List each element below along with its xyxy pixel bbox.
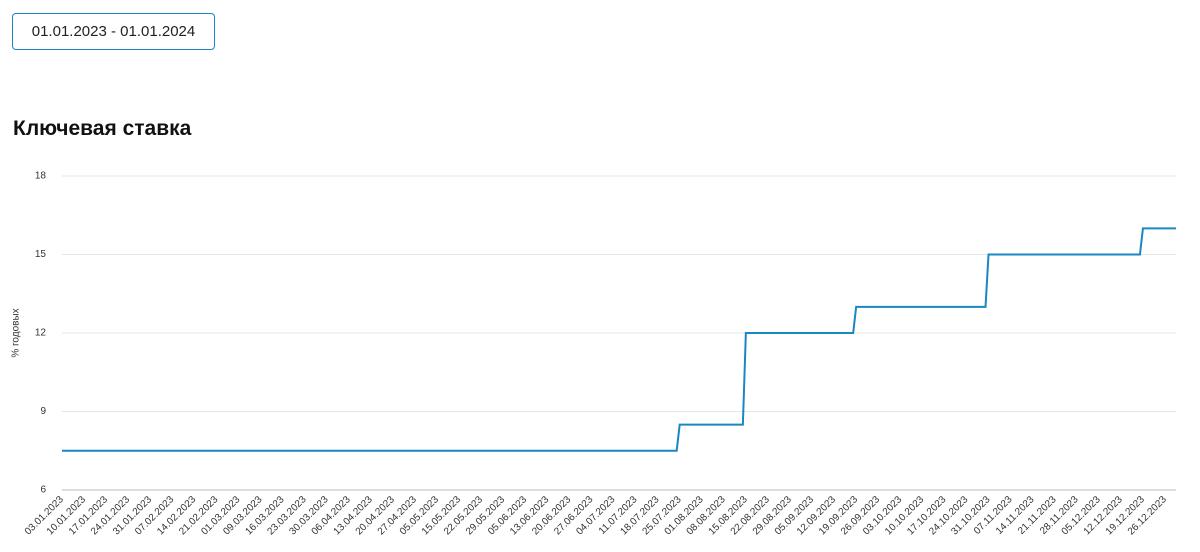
y-tick-label: 15: [35, 249, 47, 260]
chart-title: Ключевая ставка: [13, 117, 192, 140]
date-range-button[interactable]: 01.01.2023 - 01.01.2024: [12, 13, 215, 50]
y-tick-label: 6: [40, 485, 46, 496]
y-axis-label: % годовых: [11, 308, 22, 357]
rate-line: [62, 227, 1176, 452]
y-tick-label: 9: [40, 406, 46, 417]
y-tick-label: 12: [35, 328, 47, 339]
y-tick-label: 18: [35, 171, 47, 182]
